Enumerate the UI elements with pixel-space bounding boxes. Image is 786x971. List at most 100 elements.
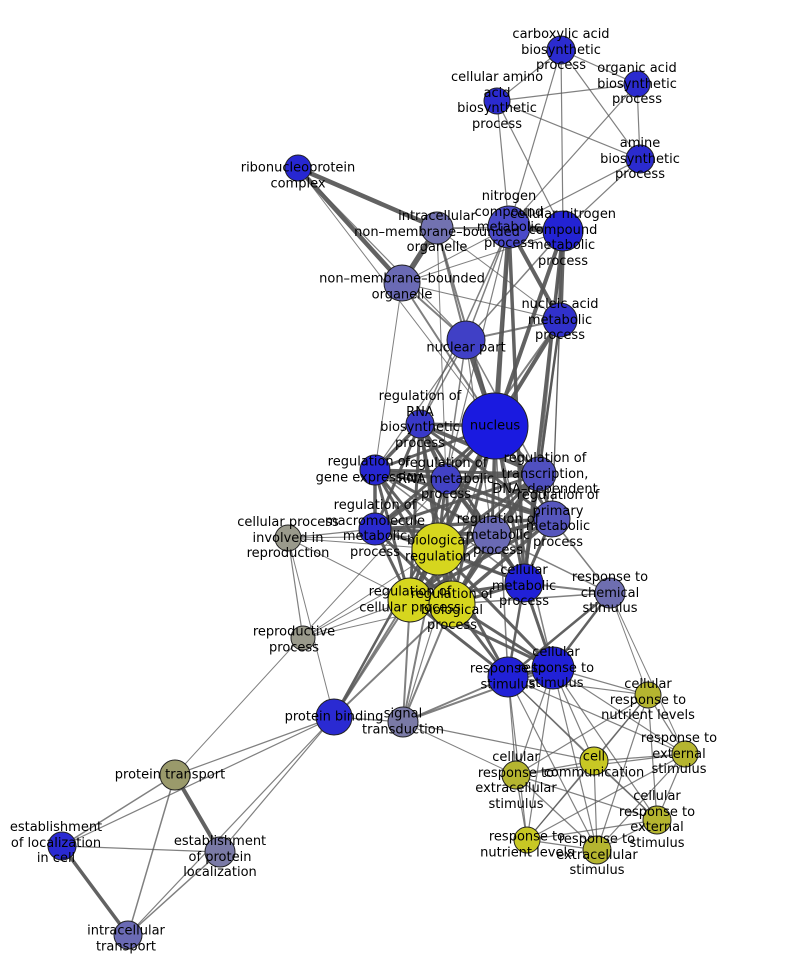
graph-node[interactable]	[290, 625, 316, 651]
graph-node[interactable]	[461, 392, 529, 460]
graph-edge	[297, 167, 467, 341]
graph-node[interactable]	[594, 577, 626, 609]
graph-edge	[60, 844, 130, 937]
graph-edge	[408, 517, 554, 602]
graph-edge	[174, 716, 335, 776]
graph-edge	[419, 423, 525, 584]
graph-node[interactable]	[504, 563, 544, 603]
graph-node[interactable]	[533, 500, 571, 538]
graph-edge	[496, 100, 641, 160]
graph-node[interactable]	[284, 154, 312, 182]
graph-edge	[402, 425, 496, 723]
graph-node[interactable]	[159, 759, 191, 791]
graph-node[interactable]	[428, 580, 476, 628]
graph-edge	[596, 753, 686, 851]
graph-edge	[333, 603, 453, 718]
graph-edge	[526, 819, 658, 841]
graph-node[interactable]	[446, 320, 486, 360]
graph-node[interactable]	[204, 836, 236, 868]
graph-edge	[373, 468, 554, 521]
graph-node[interactable]	[634, 681, 662, 709]
graph-edge	[494, 425, 554, 669]
graph-edge	[508, 158, 641, 228]
graph-node[interactable]	[47, 831, 77, 861]
graph-edge	[496, 100, 564, 232]
graph-node[interactable]	[274, 524, 302, 552]
graph-edge	[436, 547, 555, 670]
graph-edge	[127, 851, 221, 936]
graph-node[interactable]	[487, 205, 531, 249]
graph-edge	[552, 667, 658, 821]
graph-edge	[465, 230, 564, 341]
graph-edge	[402, 721, 595, 762]
graph-node[interactable]	[501, 760, 531, 790]
graph-node[interactable]	[387, 706, 419, 738]
graph-edge	[507, 676, 598, 851]
graph-edge	[295, 165, 440, 231]
graph-edge	[61, 716, 335, 847]
graph-edge	[332, 424, 497, 719]
graph-edge	[526, 753, 686, 841]
graph-edge	[552, 667, 686, 755]
graph-node[interactable]	[623, 70, 651, 98]
graph-edge	[593, 753, 686, 762]
graph-node[interactable]	[383, 264, 421, 302]
graph-node[interactable]	[579, 746, 609, 776]
graph-node[interactable]	[420, 211, 454, 245]
graph-node[interactable]	[513, 826, 541, 854]
graph-edge	[515, 774, 598, 851]
graph-node[interactable]	[546, 35, 576, 65]
graph-edge	[127, 716, 335, 936]
graph-node[interactable]	[113, 920, 143, 950]
graph-edge	[61, 845, 221, 853]
graph-edge	[436, 227, 561, 321]
graph-edge	[507, 676, 649, 696]
graph-edge	[508, 83, 638, 228]
graph-node[interactable]	[405, 409, 435, 439]
graph-node[interactable]	[472, 515, 512, 555]
graph-edge	[219, 716, 335, 853]
graph-edge	[287, 537, 304, 639]
graph-node[interactable]	[387, 577, 433, 623]
graph-edge	[333, 599, 411, 718]
graph-edge	[507, 676, 528, 841]
graph-edge	[609, 592, 686, 755]
graph-edge	[402, 721, 517, 776]
graph-node[interactable]	[531, 646, 575, 690]
graph-edge	[526, 760, 595, 841]
graph-node[interactable]	[483, 87, 511, 115]
edge-layer	[60, 49, 686, 937]
graph-edge	[491, 534, 611, 594]
graph-edge	[508, 49, 562, 228]
graph-node[interactable]	[582, 835, 612, 865]
graph-edge	[402, 667, 554, 723]
graph-edge	[61, 774, 176, 847]
graph-node[interactable]	[487, 656, 529, 698]
graph-node[interactable]	[411, 522, 465, 576]
graph-node[interactable]	[542, 210, 584, 252]
graph-node[interactable]	[358, 512, 392, 546]
graph-edge	[302, 548, 439, 639]
graph-node[interactable]	[642, 805, 672, 835]
graph-edge	[526, 667, 554, 841]
graph-edge	[373, 517, 554, 531]
graph-edge	[560, 49, 564, 232]
graph-node[interactable]	[542, 302, 578, 338]
graph-node[interactable]	[430, 463, 462, 495]
graph-node[interactable]	[359, 454, 391, 486]
graph-edge	[515, 694, 649, 776]
graph-node[interactable]	[521, 456, 557, 492]
graph-edge	[552, 667, 598, 851]
node-layer	[47, 35, 699, 950]
graph-edge	[515, 774, 658, 821]
graph-edge	[436, 227, 447, 480]
graph-edge	[506, 591, 612, 679]
graph-node[interactable]	[671, 740, 699, 768]
graph-node[interactable]	[315, 698, 353, 736]
graph-edge	[408, 422, 422, 602]
graph-edge	[609, 592, 649, 696]
graph-edge	[127, 774, 176, 936]
graph-node[interactable]	[625, 144, 655, 174]
